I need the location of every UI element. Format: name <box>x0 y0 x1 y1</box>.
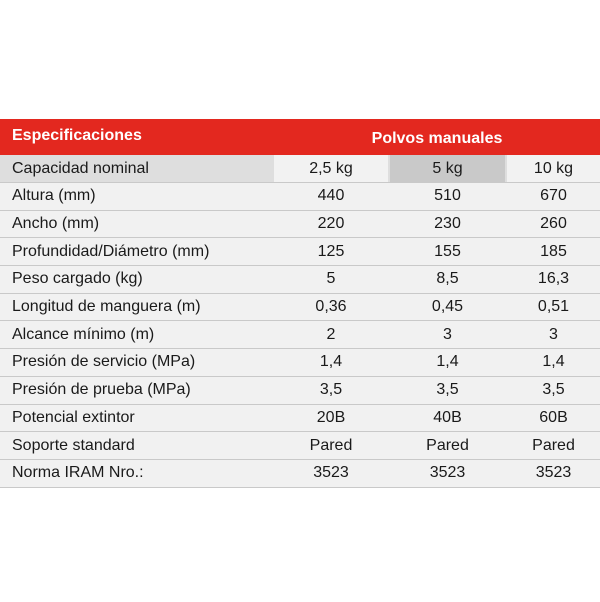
cell-value: 0,36 <box>315 298 347 316</box>
row-label: Longitud de manguera (m) <box>12 298 201 316</box>
cell-value: 0,45 <box>431 298 464 316</box>
cell-value: 3523 <box>535 464 572 482</box>
row-label: Capacidad nominal <box>12 159 149 177</box>
cell-value: 5 kg <box>390 155 505 182</box>
table-row: Soporte standard Pared Pared Pared <box>0 432 600 460</box>
cell-value: 60B <box>539 408 568 426</box>
header-title: Especificaciones <box>12 127 142 144</box>
table-header: Especificaciones Polvos manuales <box>0 119 600 155</box>
row-label: Profundidad/Diámetro (mm) <box>12 242 210 260</box>
cell-value: 510 <box>434 187 461 205</box>
cell-value: 3,5 <box>436 381 459 399</box>
table-row: Presión de servicio (MPa) 1,4 1,4 1,4 <box>0 349 600 377</box>
cell-value: 1,4 <box>436 353 459 371</box>
row-label: Altura (mm) <box>12 187 96 205</box>
cell-value: 3,5 <box>319 381 343 399</box>
cell-value: 125 <box>317 242 345 260</box>
row-label: Ancho (mm) <box>12 215 100 233</box>
table-row: Potencial extintor 20B 40B 60B <box>0 404 600 433</box>
cell-value: 0,51 <box>537 298 570 316</box>
cell-value: 16,3 <box>537 270 570 288</box>
table-row: Alcance mínimo (m) 2 3 3 <box>0 321 600 350</box>
cell-value: 155 <box>434 242 461 260</box>
spec-table: Especificaciones Polvos manuales Capacid… <box>0 119 600 488</box>
row-label: Peso cargado (kg) <box>12 270 143 288</box>
cell-value: 3523 <box>313 464 349 482</box>
cell-value: 670 <box>540 187 567 205</box>
cell-value: Pared <box>309 436 353 454</box>
row-label: Presión de servicio (MPa) <box>12 353 196 371</box>
row-label: Alcance mínimo (m) <box>12 325 155 343</box>
table-row: Norma IRAM Nro.: 3523 3523 3523 <box>0 459 600 488</box>
table-row: Profundidad/Diámetro (mm) 125 155 185 <box>0 238 600 267</box>
cell-value: Pared <box>426 436 469 454</box>
row-label: Presión de prueba (MPa) <box>12 381 191 399</box>
table-row: Longitud de manguera (m) 0,36 0,45 0,51 <box>0 293 600 322</box>
cell-value: 260 <box>540 215 567 233</box>
table-row: Presión de prueba (MPa) 3,5 3,5 3,5 <box>0 376 600 405</box>
cell-value: 10 kg <box>507 155 600 182</box>
table-row: Peso cargado (kg) 5 8,5 16,3 <box>0 266 600 294</box>
cell-value: 3 <box>549 325 558 343</box>
cell-value: 3523 <box>429 464 466 482</box>
cell-value: 220 <box>317 215 345 233</box>
cell-value: 2,5 kg <box>274 155 388 182</box>
cell-value: 1,4 <box>542 353 565 371</box>
cell-value: 20B <box>316 408 346 426</box>
cell-value: 5 <box>326 270 336 288</box>
row-label: Norma IRAM Nro.: <box>12 464 144 482</box>
cell-value: 230 <box>434 215 461 233</box>
cell-value: 3 <box>443 325 452 343</box>
header-group: Polvos manuales <box>371 130 503 147</box>
cell-value: 3,5 <box>542 381 565 399</box>
cell-value: 185 <box>540 242 567 260</box>
cell-value: 440 <box>317 187 345 205</box>
cell-value: 40B <box>433 408 462 426</box>
row-label: Potencial extintor <box>12 408 135 426</box>
cell-value: 1,4 <box>319 353 343 371</box>
cell-value: 8,5 <box>436 270 459 288</box>
table-row: Altura (mm) 440 510 670 <box>0 183 600 211</box>
cell-value: Pared <box>532 436 575 454</box>
row-label: Soporte standard <box>12 436 135 454</box>
table-row: Ancho (mm) 220 230 260 <box>0 210 600 239</box>
table-row: Capacidad nominal 2,5 kg 5 kg 10 kg <box>0 155 600 183</box>
cell-value: 2 <box>326 325 336 343</box>
